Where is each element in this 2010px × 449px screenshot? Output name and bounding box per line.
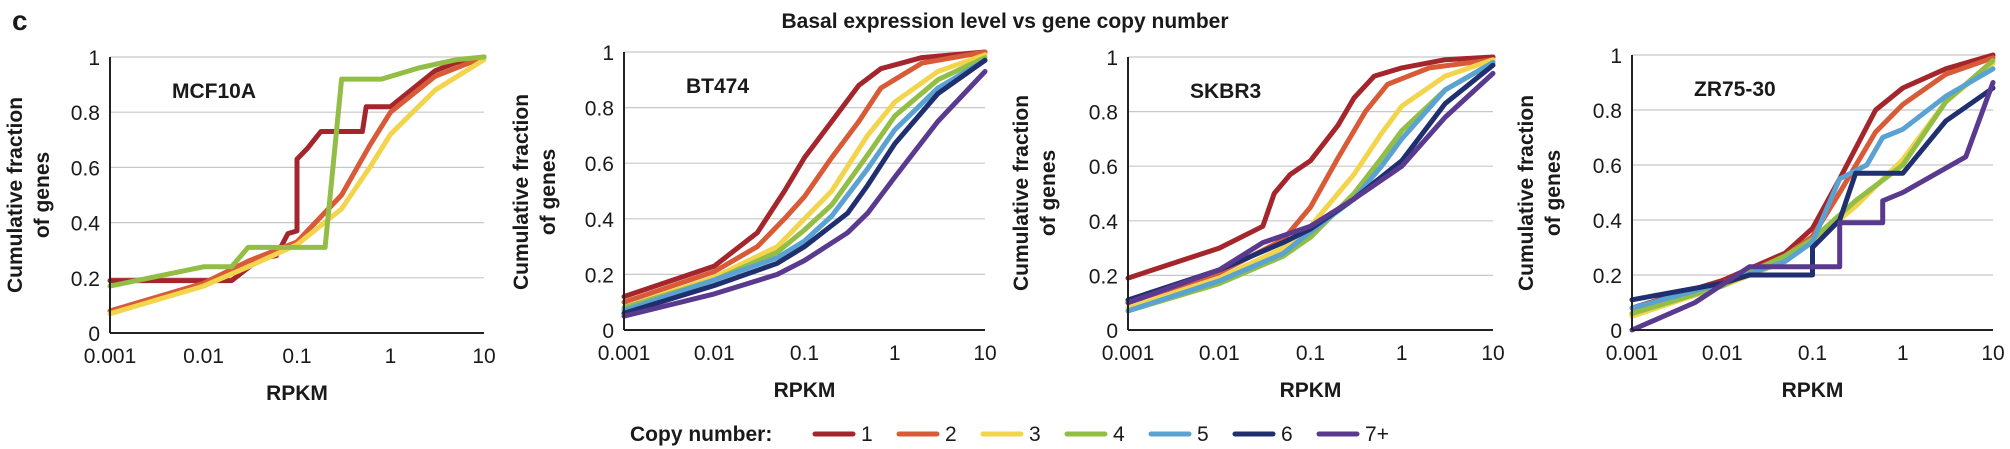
x-tick-label: 0.1: [1798, 342, 1827, 365]
y-tick-label: 0.8: [71, 102, 100, 125]
x-tick-label: 10: [973, 342, 996, 365]
x-tick-label: 10: [1481, 342, 1504, 365]
x-tick-label: 1: [1396, 342, 1408, 365]
y-axis-label: Cumulative fraction of genes: [510, 94, 560, 290]
chart-mcf10a: 0 0.2 0.4 0.6 0.8 1 0.001 0.01 0.1 1 10 RPKM Cumulat…: [4, 47, 496, 405]
chart-bt474: 0 0.2 0.4 0.6 0.8 1 0.001 0.01 0.1 1 10 RPKM Cumulat…: [510, 42, 997, 402]
series-line-5: [621, 57, 988, 313]
panel-name: SKBR3: [1190, 80, 1261, 103]
x-tick-label: 0.1: [790, 342, 819, 365]
y-tick-label: 0.2: [1089, 265, 1118, 288]
panel-name: ZR75-30: [1694, 78, 1776, 101]
y-tick-label: 0: [602, 320, 614, 343]
series-line-7plus: [621, 69, 988, 319]
y-tick-label: 0.2: [1593, 265, 1622, 288]
legend-label: Copy number:: [630, 423, 772, 446]
x-tick-label: 1: [385, 345, 397, 368]
x-tick-label: 1: [1897, 342, 1909, 365]
x-tick-label: 0.001: [1606, 342, 1659, 365]
x-axis-label: RPKM: [774, 379, 836, 402]
x-axis-label: RPKM: [266, 382, 328, 405]
y-tick-label: 0.4: [1593, 210, 1623, 233]
x-tick-label: 10: [1981, 342, 2004, 365]
y-tick-label: 0.6: [71, 157, 100, 180]
x-tick-label: 0.001: [598, 342, 651, 365]
y-tick-label: 1: [1610, 45, 1622, 68]
series-line-6: [1629, 85, 1996, 303]
y-tick-label: 0.2: [71, 268, 100, 291]
chart-zr75-30: 0 0.2 0.4 0.6 0.8 1 0.001 0.01 0.1 1 10 RPKM Cumulat…: [1515, 45, 2005, 402]
x-tick-label: 0.001: [1102, 342, 1155, 365]
y-tick-label: 0.6: [1593, 155, 1622, 178]
charts-container: 00.20.40.60.810.001 0.01 0.1 1 10RPKMCumulat…: [4, 42, 2005, 405]
series-line-1: [621, 49, 988, 300]
panel-letter: c: [12, 5, 28, 36]
x-tick-label: 1: [889, 342, 901, 365]
x-tick-label: 0.01: [694, 342, 735, 365]
y-tick-label: 0.6: [1089, 156, 1118, 179]
series-line-2: [107, 54, 487, 314]
x-tick-label: 10: [472, 345, 495, 368]
y-tick-label: 0: [1610, 320, 1622, 343]
x-tick-label: 0.01: [183, 345, 224, 368]
legend-entry-label: 6: [1281, 423, 1293, 446]
chart-skbr3: 0 0.2 0.4 0.6 0.8 1 0.001 0.01 0.1 1 10 RPKM Cumulat…: [1010, 47, 1505, 402]
y-axis-label: Cumulative fraction of genes: [4, 97, 54, 293]
legend: Copy number: 1 2 3 4 5 6 7+: [630, 423, 1389, 446]
x-tick-label: 0.01: [1702, 342, 1743, 365]
y-tick-label: 0.6: [585, 153, 614, 176]
x-axis-label: RPKM: [1280, 379, 1342, 402]
y-tick-label: 0.4: [1089, 211, 1119, 234]
series-line-2: [621, 49, 988, 305]
y-axis-label: Cumulative fraction of genes: [1010, 95, 1060, 291]
legend-entry-label: 4: [1113, 423, 1125, 446]
series-line-4: [107, 54, 487, 289]
y-tick-label: 0.4: [585, 209, 615, 232]
legend-entry-label: 1: [861, 423, 873, 446]
legend-entry-label: 5: [1197, 423, 1209, 446]
legend-entry-label: 7+: [1365, 423, 1389, 446]
y-tick-label: 0.8: [1089, 102, 1118, 125]
series-line-3: [1125, 57, 1496, 311]
series-line-7plus: [1629, 80, 1996, 333]
series-line-3: [107, 57, 487, 317]
y-tick-label: 1: [88, 47, 100, 70]
y-tick-label: 0.8: [585, 98, 614, 121]
x-axis-label: RPKM: [1782, 379, 1844, 402]
panel-name: MCF10A: [172, 80, 256, 103]
y-tick-label: 0: [1106, 320, 1118, 343]
figure-title: Basal expression level vs gene copy numb…: [781, 10, 1228, 33]
series-line-3: [621, 52, 988, 311]
x-tick-label: 0.1: [282, 345, 311, 368]
series-line-7plus: [1125, 70, 1496, 306]
series-line-6: [621, 57, 988, 316]
legend-entry-label: 2: [945, 423, 957, 446]
x-tick-label: 0.1: [1296, 342, 1325, 365]
legend-entry-label: 3: [1029, 423, 1041, 446]
y-tick-label: 0: [88, 323, 100, 346]
panel-name: BT474: [686, 75, 749, 98]
y-tick-label: 0.2: [585, 264, 614, 287]
y-tick-label: 1: [1106, 47, 1118, 70]
series-line-1: [1125, 54, 1496, 281]
series-line-5: [1125, 60, 1496, 314]
x-tick-label: 0.001: [84, 345, 137, 368]
y-tick-label: 0.4: [71, 213, 101, 236]
y-tick-label: 0.8: [1593, 100, 1622, 123]
series-line-5: [1629, 66, 1996, 311]
y-tick-label: 1: [602, 42, 614, 65]
x-tick-label: 0.01: [1199, 342, 1240, 365]
y-axis-label: Cumulative fraction of genes: [1515, 95, 1565, 291]
